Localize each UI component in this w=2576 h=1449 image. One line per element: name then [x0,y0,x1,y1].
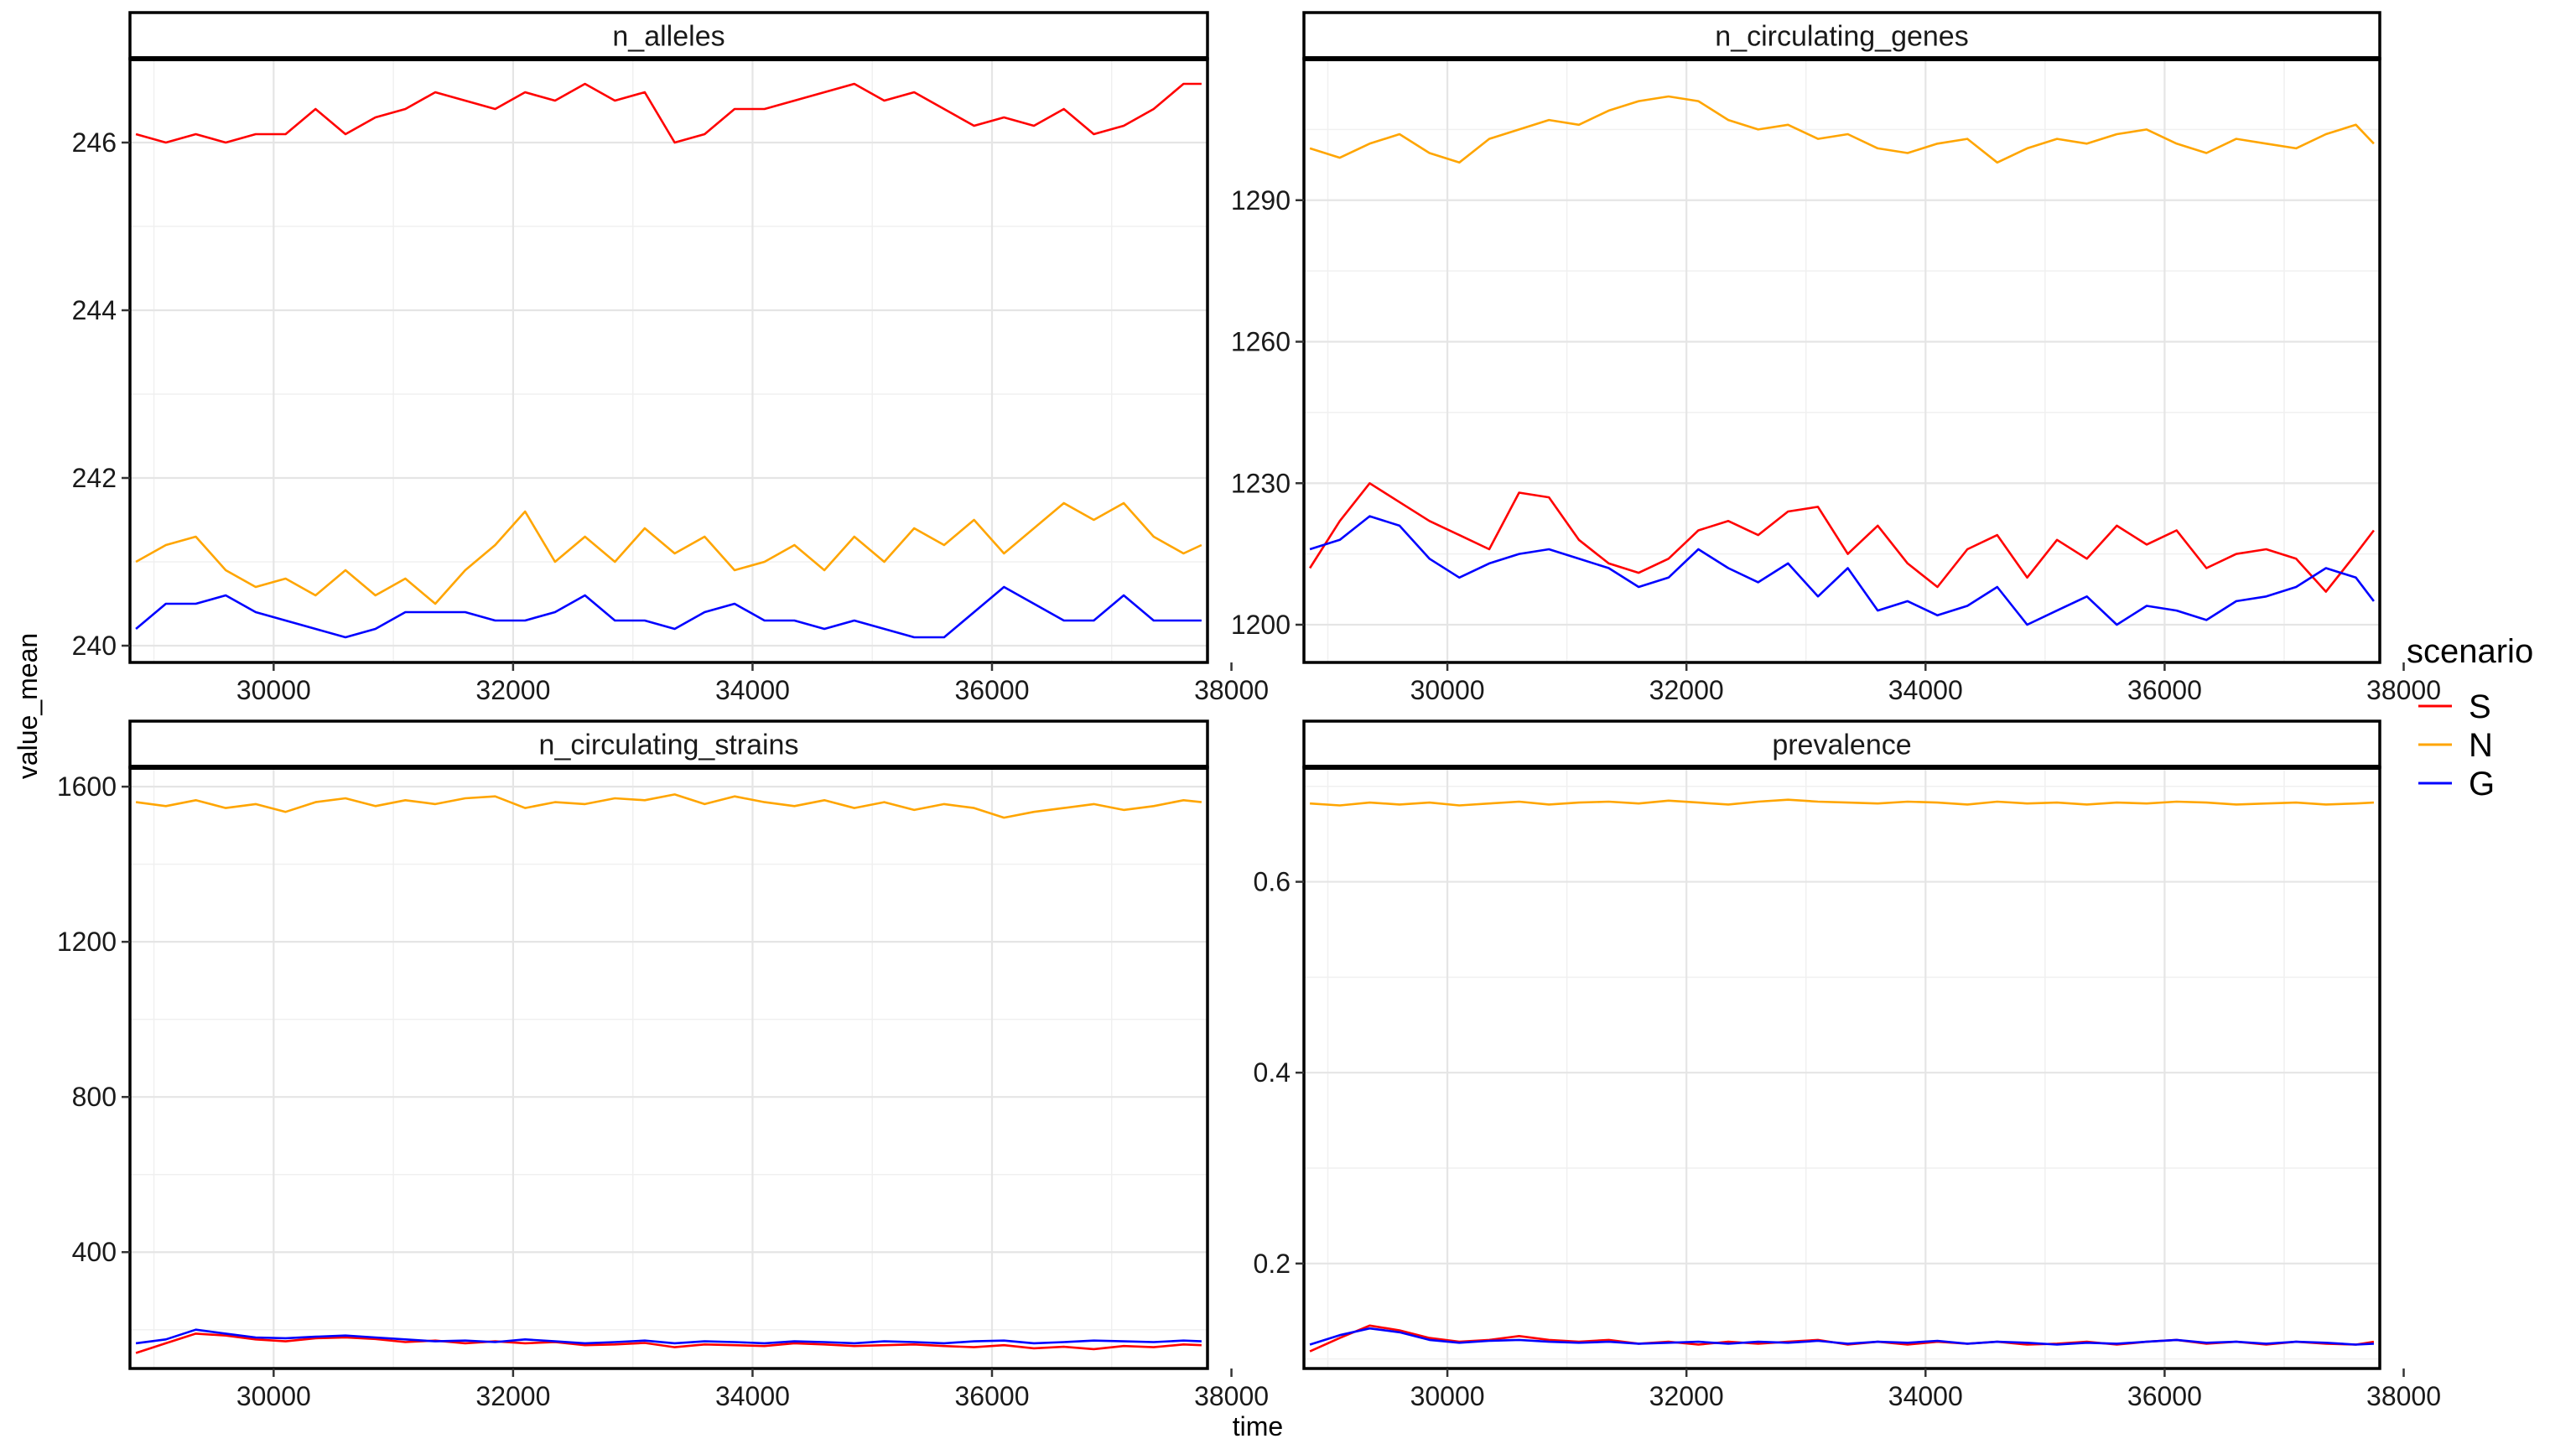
panel-n_alleles: n_alleles 240 242 244 246 30000 32000 34000 3600… [72,11,1269,705]
series-line-N [135,793,1202,819]
panel-n_circulating_genes: n_circulating_genes 1200 1230 1260 1290 30000… [1231,11,2441,705]
legend-title: scenario [2407,633,2533,670]
facet-panels: n_alleles 240 242 244 246 30000 32000 34000 3600… [57,11,2441,1411]
y-tick-label: 1290 [1231,185,1291,216]
strip-background [128,11,1209,60]
legend-label-G: G [2469,766,2495,802]
strip-label: n_circulating_genes [1715,21,1968,53]
y-tick-label: 0.4 [1254,1057,1291,1088]
x-tick-label: 30000 [236,1381,311,1411]
x-tick-label: 32000 [475,1381,550,1411]
x-tick-label: 34000 [1888,675,1963,705]
panel-n_circulating_strains: n_circulating_strains 400 800 1200 1600 30000… [57,719,1269,1411]
y-axis-title: value_mean [13,633,43,779]
x-tick-label: 30000 [1410,1381,1485,1411]
x-tick-label: 36000 [2127,675,2202,705]
x-tick-label: 36000 [955,675,1030,705]
panel-background [1304,59,2380,662]
strip-background [1302,719,2381,769]
y-tick-label: 1600 [57,771,117,802]
legend-label-S: S [2469,688,2491,725]
x-tick-label: 34000 [715,1381,790,1411]
series-line-S [1309,481,2375,593]
x-tick-label: 34000 [1888,1381,1963,1411]
series-line-G [1309,515,2375,626]
strip-label: n_circulating_strains [539,730,799,761]
series-line-N [135,501,1202,605]
legend-label-N: N [2469,727,2493,764]
series-line-G [1309,1327,2374,1346]
x-tick-label: 38000 [1194,1381,1269,1411]
panel-background [1304,767,2380,1368]
x-tick-label: 38000 [2366,1381,2441,1411]
strip-label: prevalence [1772,730,1911,761]
strip-background [1302,11,2381,60]
x-axis-title: time [1233,1411,1283,1441]
y-tick-label: 244 [72,295,117,325]
y-tick-label: 1230 [1231,468,1291,498]
panel-background [130,59,1208,662]
strip-background [128,719,1209,769]
series-line-S [135,1332,1202,1354]
y-tick-label: 1260 [1231,327,1291,357]
x-tick-label: 38000 [1194,675,1269,705]
series-line-G [135,1328,1202,1345]
panel-background [130,767,1208,1368]
y-tick-label: 242 [72,463,117,493]
y-tick-label: 246 [72,127,117,158]
x-tick-label: 30000 [1410,675,1485,705]
y-tick-label: 0.6 [1254,867,1291,897]
series-line-N [1309,95,2375,164]
y-tick-label: 1200 [57,927,117,957]
x-tick-label: 36000 [955,1381,1030,1411]
y-tick-label: 1200 [1231,610,1291,640]
series-line-S [135,82,1202,144]
x-tick-label: 32000 [1649,675,1724,705]
series-line-G [135,585,1202,639]
x-tick-label: 36000 [2127,1381,2202,1411]
series-line-N [1310,798,2374,807]
strip-label: n_alleles [612,21,724,53]
y-tick-label: 240 [72,631,117,661]
x-tick-label: 32000 [1649,1381,1724,1411]
y-tick-label: 400 [72,1237,117,1267]
panel-prevalence: prevalence 0.2 0.4 0.6 30000 32000 34000 36000 3… [1254,719,2441,1411]
y-tick-label: 0.2 [1254,1249,1291,1279]
legend: scenario SNG [2407,633,2533,802]
x-tick-label: 30000 [236,675,311,705]
y-tick-label: 800 [72,1082,117,1112]
x-tick-label: 34000 [715,675,790,705]
x-tick-label: 32000 [475,675,550,705]
x-tick-label: 38000 [2366,675,2441,705]
